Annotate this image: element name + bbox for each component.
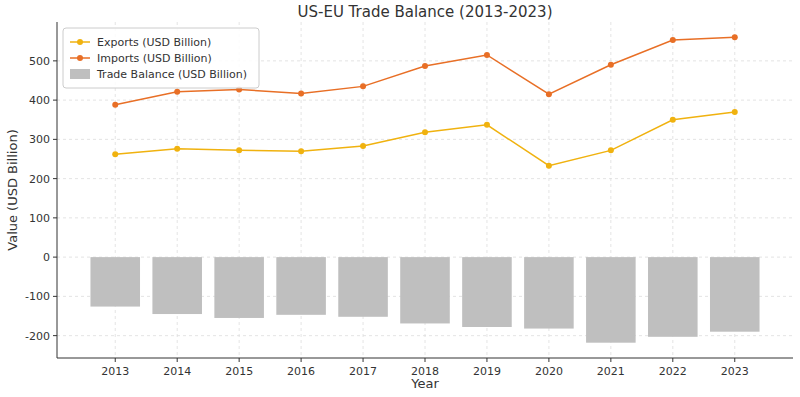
x-tick-label: 2020 [535, 365, 563, 378]
legend-label: Exports (USD Billion) [97, 36, 211, 49]
marker [608, 62, 614, 68]
bar [524, 257, 574, 328]
bar [710, 257, 760, 332]
marker [298, 148, 304, 154]
x-tick-label: 2016 [287, 365, 315, 378]
y-tick-label: 300 [29, 133, 50, 146]
marker [546, 91, 552, 97]
x-tick [115, 358, 116, 362]
marker [732, 34, 738, 40]
legend-marker [77, 39, 83, 45]
bar [152, 257, 202, 314]
y-tick [53, 60, 57, 61]
marker [422, 129, 428, 135]
x-tick-label: 2013 [101, 365, 129, 378]
x-tick [610, 358, 611, 362]
y-tick-label: 100 [29, 212, 50, 225]
bar [648, 257, 698, 337]
marker [484, 122, 490, 128]
x-tick [672, 358, 673, 362]
marker [360, 143, 366, 149]
x-tick-label: 2014 [163, 365, 191, 378]
x-tick-label: 2021 [597, 365, 625, 378]
marker [422, 63, 428, 69]
marker [174, 146, 180, 152]
plot-area [90, 34, 759, 342]
marker [174, 89, 180, 95]
grid [57, 22, 793, 358]
line [115, 112, 735, 166]
x-tick [301, 358, 302, 362]
y-tick [53, 139, 57, 140]
x-tick [425, 358, 426, 362]
marker [670, 37, 676, 43]
x-tick [486, 358, 487, 362]
bar [276, 257, 326, 315]
y-tick [53, 217, 57, 218]
legend-box [63, 28, 259, 88]
legend-label: Imports (USD Billion) [97, 52, 212, 65]
bar [586, 257, 636, 343]
marker [670, 117, 676, 123]
x-tick [239, 358, 240, 362]
x-tick [548, 358, 549, 362]
y-tick-label: -100 [25, 290, 50, 303]
bar [214, 257, 264, 318]
marker [236, 147, 242, 153]
legend-label: Trade Balance (USD Billion) [96, 68, 247, 81]
title: US-EU Trade Balance (2013-2023) [297, 3, 552, 21]
y-tick-label: 0 [43, 251, 50, 264]
y-axis-label: Value (USD Billion) [5, 129, 20, 250]
x-tick-label: 2023 [721, 365, 749, 378]
x-tick [734, 358, 735, 362]
x-tick-label: 2017 [349, 365, 377, 378]
marker [112, 151, 118, 157]
legend: Exports (USD Billion) Imports (USD Billio… [63, 28, 259, 88]
y-tick [53, 257, 57, 258]
y-tick-label: 400 [29, 94, 50, 107]
x-axis-label: Year [410, 376, 439, 391]
marker [546, 163, 552, 169]
chart: -200 -100 0 100 200 300 400 500 2013 2014 2015 2016… [0, 0, 800, 397]
marker [360, 83, 366, 89]
bar [90, 257, 140, 306]
y-tick [53, 100, 57, 101]
y-tick [53, 296, 57, 297]
axes: -200 -100 0 100 200 300 400 500 2013 2014 2015 2016… [25, 22, 793, 378]
bar [462, 257, 512, 327]
x-tick [363, 358, 364, 362]
y-grid-line [57, 217, 793, 218]
bar [400, 257, 450, 323]
marker [298, 90, 304, 96]
y-tick [53, 335, 57, 336]
legend-swatch [70, 69, 90, 79]
y-tick-label: 200 [29, 173, 50, 186]
x-tick-label: 2022 [659, 365, 687, 378]
marker [608, 147, 614, 153]
y-tick [53, 178, 57, 179]
marker [484, 52, 490, 58]
y-grid-line [57, 139, 793, 140]
x-tick-label: 2019 [473, 365, 501, 378]
legend-marker [77, 55, 83, 61]
y-tick-label: -200 [25, 330, 50, 343]
marker [112, 102, 118, 108]
x-tick [177, 358, 178, 362]
y-axis-line [57, 22, 58, 358]
y-tick-label: 500 [29, 55, 50, 68]
marker [732, 109, 738, 115]
x-tick-label: 2015 [225, 365, 253, 378]
bar [338, 257, 388, 317]
